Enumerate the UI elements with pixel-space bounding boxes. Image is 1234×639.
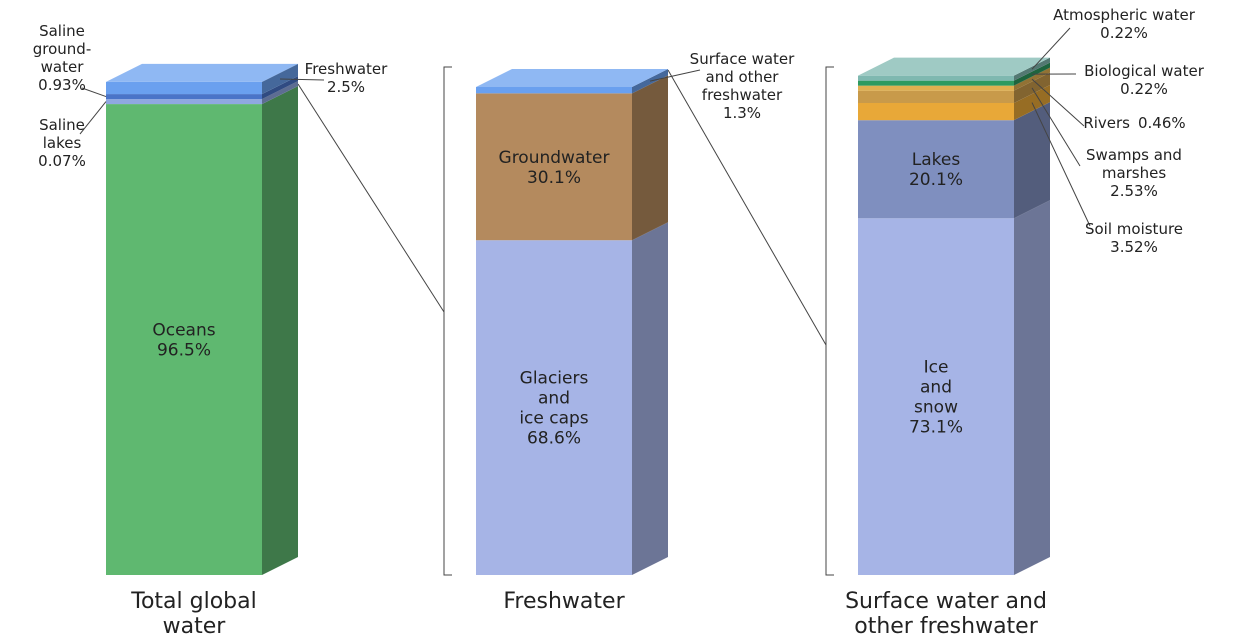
segment: [858, 120, 1014, 219]
value-label: 30.1%: [527, 168, 581, 188]
segment-label: Atmospheric water: [1053, 6, 1196, 24]
segment-label: Saline lakes: [39, 116, 85, 152]
leader-line: [79, 101, 107, 135]
connector: [297, 83, 445, 313]
segment-label: Lakes: [912, 150, 961, 170]
value-label: 96.5%: [157, 341, 211, 361]
segment: [106, 104, 262, 575]
segment: [858, 218, 1014, 575]
segment-label: Surface water and other freshwater: [690, 50, 795, 104]
segment-label: Saline ground-water: [33, 22, 91, 76]
segment-top: [106, 63, 298, 82]
value-label: 2.53%: [1110, 182, 1158, 200]
segment-label: Freshwater: [305, 60, 388, 78]
segment: [476, 240, 632, 575]
segment-side: [1014, 200, 1050, 575]
leader-line: [1031, 102, 1091, 227]
segment-label: Biological water: [1084, 62, 1205, 80]
category-label: Surface water and other freshwater: [845, 589, 1047, 639]
segment: [106, 99, 262, 105]
value-label: 0.93%: [38, 76, 86, 94]
segment-label: Oceans: [152, 321, 215, 341]
value-label: 2.5%: [327, 78, 365, 96]
segment-top: [858, 57, 1050, 76]
segment: [858, 90, 1014, 104]
leader-line: [279, 78, 325, 81]
category-label: Freshwater: [503, 589, 625, 614]
value-label: 0.07%: [38, 152, 86, 170]
segment-side: [262, 81, 298, 105]
segment-side: [262, 76, 298, 100]
bracket: [825, 66, 834, 576]
segment: [858, 85, 1014, 91]
segment-label: Glaciers and ice caps: [519, 369, 588, 429]
category-label: Total global water: [130, 589, 256, 639]
segment-label: Swamps and marshes: [1086, 146, 1182, 182]
value-label: 68.6%: [527, 429, 581, 449]
leader-line: [1031, 78, 1085, 127]
segment: [858, 80, 1014, 86]
leader-line: [1031, 87, 1081, 167]
segment: [476, 93, 632, 241]
segment-side: [1014, 102, 1050, 219]
value-label: 73.1%: [909, 418, 963, 438]
segment: [106, 94, 262, 100]
value-label: 1.3%: [723, 104, 761, 122]
segment: [858, 103, 1014, 121]
segment-label: Soil moisture: [1085, 220, 1183, 238]
segment: [858, 75, 1014, 81]
bracket: [443, 66, 452, 576]
segment-label: Rivers: [1083, 114, 1130, 132]
value-label: 0.46%: [1138, 114, 1186, 132]
segment-top: [476, 69, 668, 87]
value-label: 0.22%: [1120, 80, 1168, 98]
value-label: 20.1%: [909, 170, 963, 190]
value-label: 3.52%: [1110, 238, 1158, 256]
segment-label: Groundwater: [499, 148, 610, 168]
leader-line: [649, 69, 701, 82]
segment-side: [632, 75, 668, 241]
segment: [476, 87, 632, 94]
segment-side: [632, 222, 668, 575]
connector: [667, 69, 827, 346]
segment: [106, 81, 262, 95]
value-label: 0.22%: [1100, 24, 1148, 42]
leader-line: [1031, 27, 1071, 70]
leader-line: [81, 87, 107, 98]
segment-side: [262, 86, 298, 575]
segment-label: Ice and snow: [914, 358, 958, 418]
